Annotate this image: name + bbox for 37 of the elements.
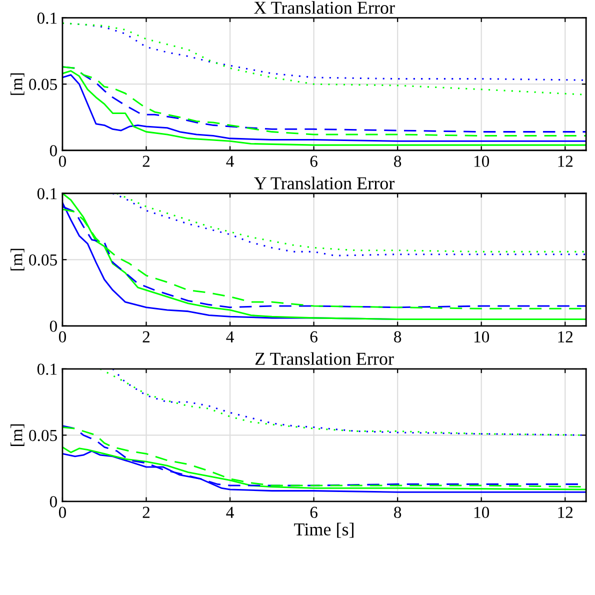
- chart-title: X Translation Error: [254, 1, 395, 14]
- x-tick-label: 12: [558, 331, 573, 342]
- x-tick-label: 0: [58, 506, 66, 518]
- x-tick-label: 2: [142, 156, 150, 167]
- x-tick-label: 4: [226, 506, 234, 518]
- y-tick-label: 0: [50, 320, 57, 332]
- y-axis-title: [m]: [10, 248, 24, 270]
- x-tick-label: 6: [310, 506, 318, 518]
- x-tick-label: 10: [474, 331, 490, 342]
- x-tick-label: 8: [394, 331, 402, 342]
- x-tick-label: 2: [142, 506, 150, 518]
- x-tick-label: 6: [310, 156, 318, 167]
- y-tick-label: 0: [50, 145, 57, 156]
- y-tick-label: 0.05: [29, 430, 57, 442]
- x-axis-title: Time [s]: [294, 522, 354, 538]
- x-tick-label: 12: [558, 156, 573, 167]
- x-tick-label: 10: [474, 156, 490, 167]
- x-tick-label: 2: [142, 331, 150, 342]
- x-tick-label: 10: [474, 506, 490, 518]
- y-axis-title: [m]: [10, 73, 24, 95]
- chart-title: Z Translation Error: [255, 352, 394, 365]
- chart-title: Y Translation Error: [254, 176, 394, 190]
- x-tick-label: 6: [310, 331, 318, 342]
- y-tick-label: 0.1: [37, 188, 57, 200]
- x-tick-label: 8: [394, 506, 402, 518]
- x-tick-label: 0: [58, 331, 66, 342]
- x-tick-label: 12: [558, 506, 573, 518]
- y-tick-label: 0.05: [29, 254, 57, 266]
- y-tick-label: 0.1: [37, 12, 57, 24]
- x-tick-label: 0: [58, 156, 66, 167]
- y-tick-label: 0: [50, 496, 57, 508]
- x-tick-label: 4: [226, 331, 234, 342]
- y-tick-label: 0.1: [37, 364, 57, 375]
- x-tick-label: 4: [226, 156, 234, 167]
- y-tick-label: 0.05: [29, 78, 57, 90]
- x-tick-label: 8: [394, 156, 402, 167]
- y-axis-title: [m]: [10, 424, 24, 446]
